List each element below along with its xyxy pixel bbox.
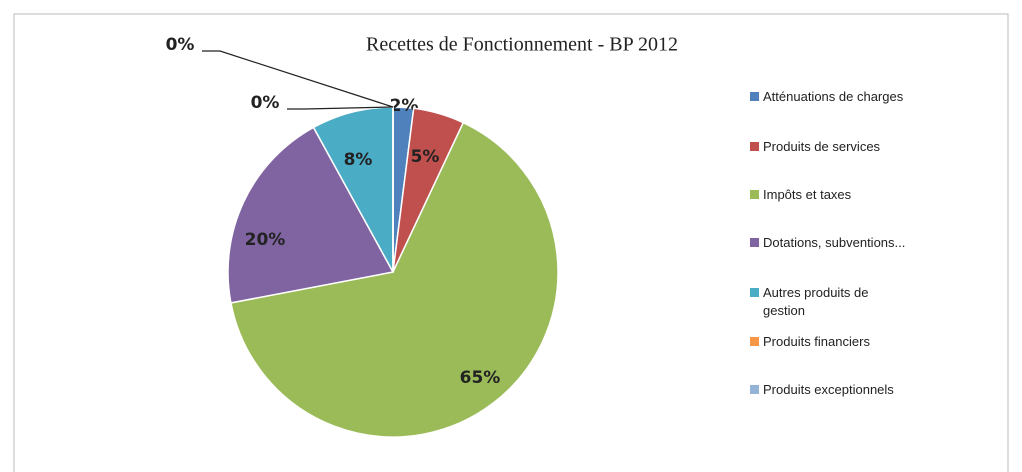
data-label: 65% [460, 368, 501, 388]
legend-item: Autres produits de gestion [750, 284, 920, 320]
pie-slice [230, 121, 559, 438]
legend-item: Impôts et taxes [750, 186, 920, 204]
legend-label: Produits de services [763, 139, 881, 154]
legend-swatch [750, 288, 759, 297]
legend-item: Dotations, subventions... [750, 234, 920, 252]
legend-label: Dotations, subventions... [763, 235, 906, 250]
legend-item: Atténuations de charges [750, 88, 920, 106]
legend-label: Produits financiers [763, 334, 870, 349]
legend-swatch [750, 238, 759, 247]
data-label: 0% [251, 93, 280, 113]
legend-label: Atténuations de charges [763, 89, 904, 104]
legend-swatch [750, 385, 759, 394]
legend-swatch [750, 190, 759, 199]
data-label: 8% [344, 150, 373, 170]
legend-item: Produits de services [750, 138, 920, 156]
legend-swatch [750, 337, 759, 346]
data-label: 5% [411, 147, 440, 167]
legend-label: Produits exceptionnels [763, 382, 894, 397]
chart-title: Recettes de Fonctionnement - BP 2012 [366, 34, 678, 56]
legend-swatch [750, 142, 759, 151]
leader-line [287, 106, 394, 110]
legend-label: Autres produits de gestion [763, 285, 869, 318]
data-label: 0% [166, 35, 195, 55]
leader-line [202, 50, 394, 108]
legend-label: Impôts et taxes [763, 187, 852, 202]
data-label: 2% [390, 96, 419, 116]
legend-item: Produits financiers [750, 333, 920, 351]
pie-slice [227, 126, 395, 304]
data-label: 20% [245, 230, 286, 250]
legend-swatch [750, 92, 759, 101]
legend-item: Produits exceptionnels [750, 381, 920, 399]
